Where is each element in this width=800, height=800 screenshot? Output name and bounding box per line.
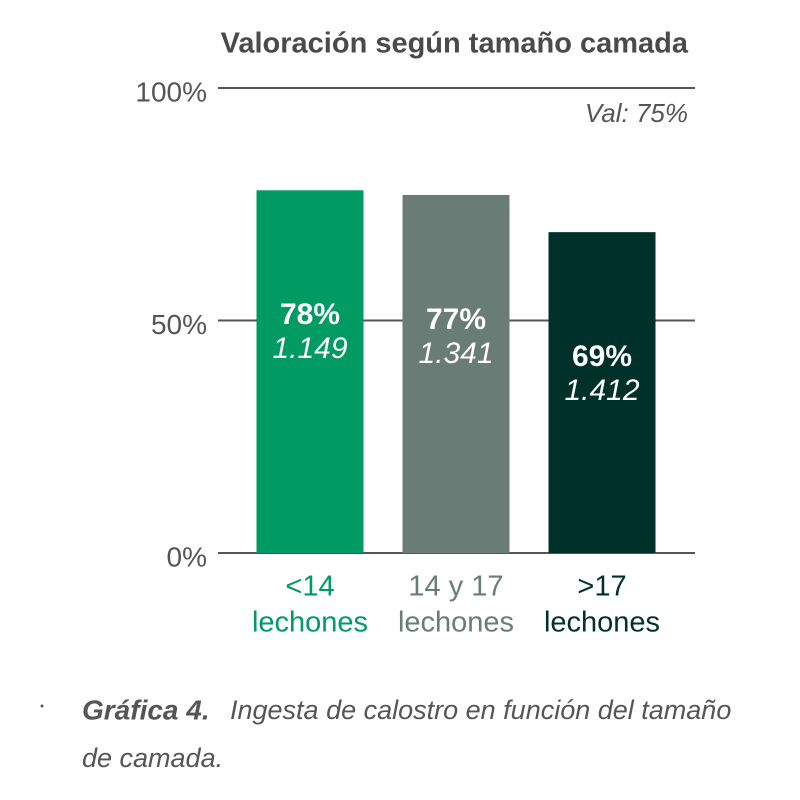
caption-label: Gráfica 4. [82,694,210,725]
bar [548,232,656,553]
y-tick-label: 0% [167,541,207,572]
bar [402,194,510,553]
value-label: 78% [280,298,340,331]
value-label: 77% [426,303,486,336]
x-tick-label: >17 [577,571,626,603]
y-tick-label: 50% [151,309,207,340]
caption-text: de camada. [82,743,223,773]
chart-title: Valoración según tamaño camada [221,28,689,60]
x-tick-label: lechones [544,607,660,639]
count-label: 1.341 [418,337,493,370]
annotation: Val: 75% [585,98,688,128]
y-tick-label: 100% [135,76,207,107]
count-label: 1.149 [272,332,347,365]
caption-text: Ingesta de calostro en función del tamañ… [230,695,731,725]
x-tick-label: lechones [252,607,368,639]
dot [40,704,44,708]
value-label: 69% [572,340,632,373]
x-tick-label: lechones [398,607,514,639]
bar [256,190,364,554]
x-tick-label: 14 y 17 [408,571,503,603]
x-tick-label: <14 [285,571,334,603]
count-label: 1.412 [564,374,639,407]
